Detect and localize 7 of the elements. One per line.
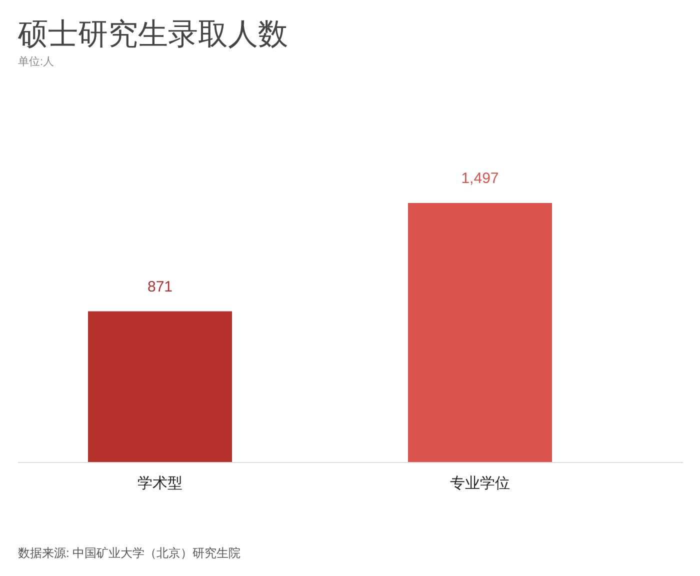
source-note: 数据来源: 中国矿业大学（北京）研究生院 xyxy=(18,546,241,560)
x-tick-label: 专业学位 xyxy=(450,475,510,492)
x-tick-label: 学术型 xyxy=(138,475,182,492)
data-label: 1,497 xyxy=(461,170,499,187)
data-label: 871 xyxy=(147,278,173,296)
chart-subtitle: 单位:人 xyxy=(18,55,54,68)
chart-title: 硕士研究生录取人数 xyxy=(17,18,288,51)
